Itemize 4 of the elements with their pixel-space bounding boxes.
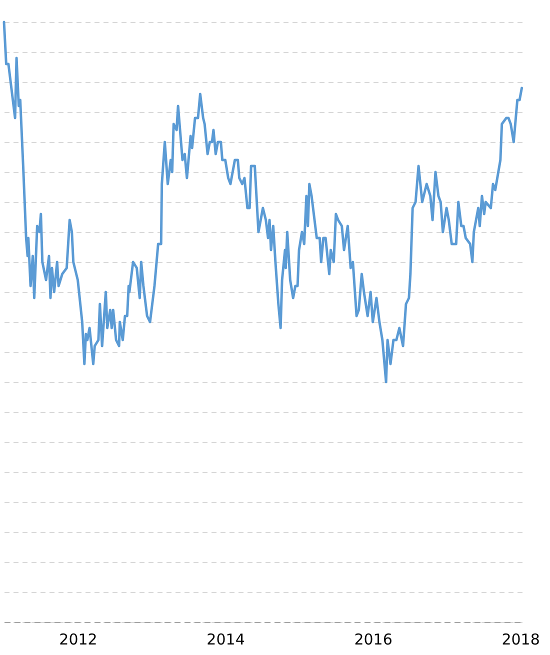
x-tick-label: 2014 (206, 630, 245, 648)
x-tick-label: 2012 (59, 630, 98, 648)
x-tick-label: 2016 (354, 630, 392, 648)
x-tick-label: 2018 (502, 630, 540, 648)
